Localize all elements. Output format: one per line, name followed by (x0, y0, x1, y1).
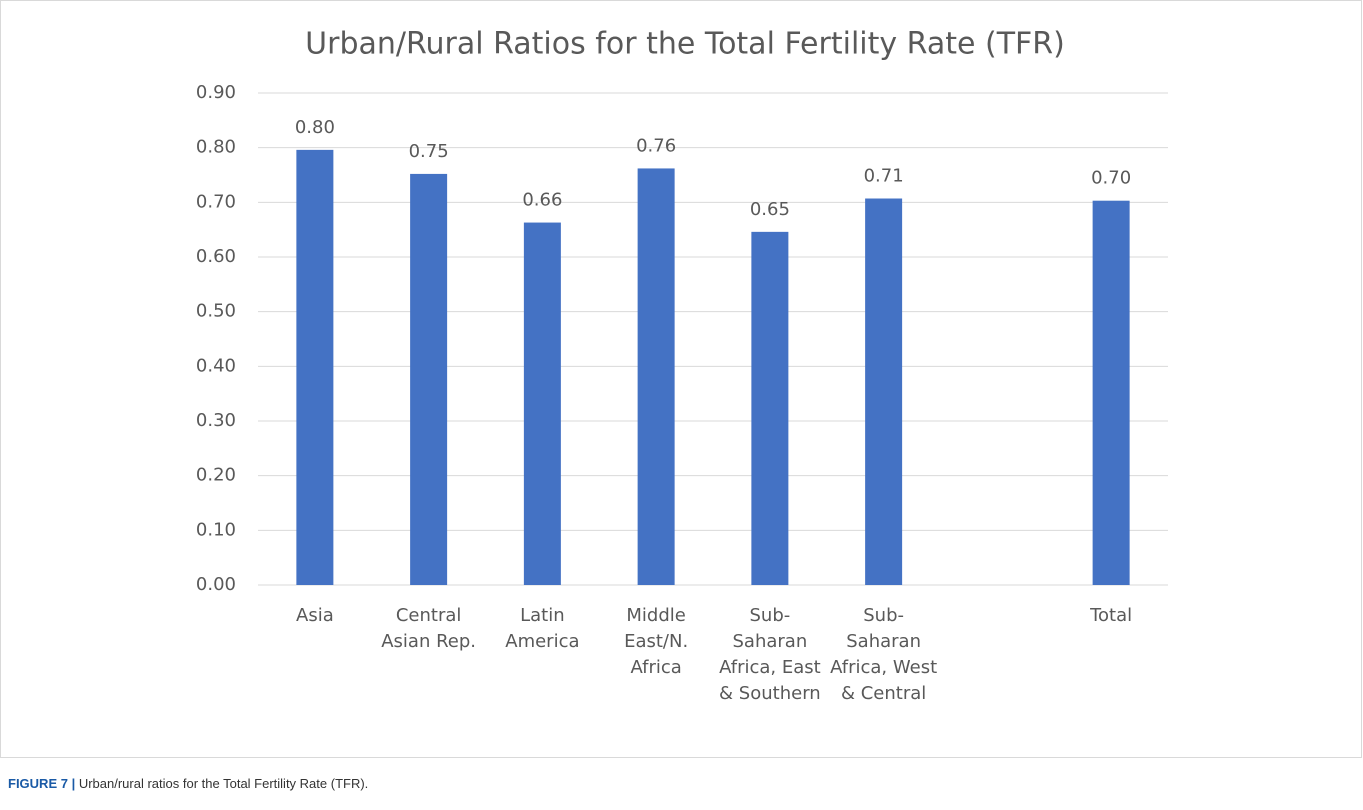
bar (296, 149, 334, 585)
data-label: 0.65 (750, 199, 790, 220)
bar (523, 222, 561, 585)
x-tick-label: Sub-Saharan Africa, West & Central (830, 605, 938, 704)
bar (410, 173, 448, 585)
caption-text: Urban/rural ratios for the Total Fertili… (78, 776, 369, 791)
data-label: 0.70 (1091, 168, 1131, 189)
x-tick-label: Latin America (505, 605, 580, 652)
y-tick-label: 0.50 (196, 301, 236, 322)
y-tick-label: 0.70 (196, 191, 236, 212)
x-tick-label: Middle East/N. Africa (624, 605, 689, 678)
bar (1092, 200, 1130, 585)
x-tick-label: Central Asian Rep. (381, 605, 477, 652)
data-label: 0.75 (409, 141, 449, 162)
chart: Urban/Rural Ratios for the Total Fertili… (0, 0, 1362, 758)
data-label: 0.66 (522, 190, 562, 211)
caption: FIGURE 7 | Urban/rural ratios for the To… (8, 776, 368, 791)
data-label: 0.71 (864, 166, 904, 187)
data-label: 0.76 (636, 135, 676, 156)
y-tick-label: 0.60 (196, 246, 236, 267)
y-tick-label: 0.00 (196, 574, 236, 595)
bar (637, 168, 675, 585)
data-label: 0.80 (295, 117, 335, 138)
y-tick-label: 0.20 (196, 465, 236, 486)
y-tick-label: 0.80 (196, 137, 236, 158)
chart-border (0, 0, 1362, 758)
bar (865, 198, 903, 586)
y-tick-label: 0.10 (196, 519, 236, 540)
bar (751, 231, 789, 585)
chart-title: Urban/Rural Ratios for the Total Fertili… (305, 27, 1065, 62)
x-tick-label: Asia (296, 605, 334, 626)
caption-label: FIGURE 7 | (8, 776, 76, 791)
x-tick-label: Sub-Saharan Africa, East & Southern (719, 605, 821, 704)
y-tick-label: 0.90 (196, 82, 236, 103)
x-tick-label: Total (1090, 605, 1133, 626)
y-tick-label: 0.30 (196, 410, 236, 431)
y-tick-label: 0.40 (196, 355, 236, 376)
